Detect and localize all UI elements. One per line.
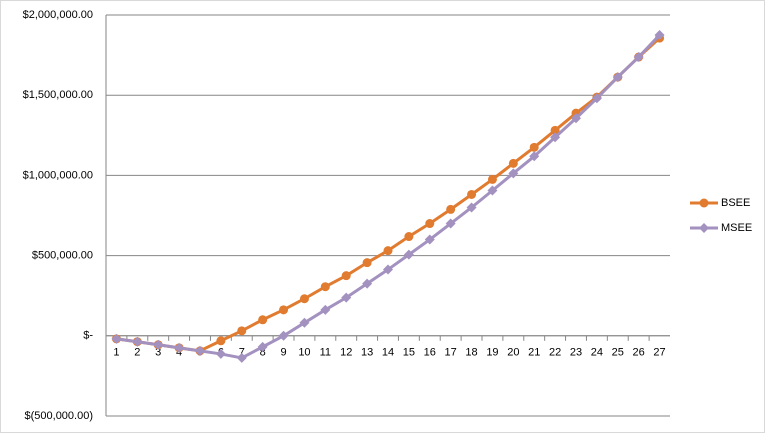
data-point [591, 93, 602, 104]
x-tick-label: 3 [155, 347, 161, 359]
x-tick-label: 14 [382, 347, 394, 359]
data-point [195, 345, 205, 356]
data-point [508, 168, 519, 179]
x-tick-label: 26 [633, 347, 645, 359]
data-point [362, 258, 372, 268]
data-point [466, 202, 477, 213]
data-point [508, 158, 518, 168]
data-point [404, 232, 414, 242]
x-tick-label: 9 [280, 347, 286, 359]
data-point [529, 142, 539, 152]
data-point [383, 246, 393, 256]
x-tick-label: 11 [320, 347, 331, 359]
x-tick-label: 21 [528, 347, 540, 359]
legend-marker [699, 223, 709, 233]
data-point [320, 304, 331, 315]
data-point [320, 282, 330, 292]
data-point [550, 132, 561, 143]
data-point [111, 333, 122, 344]
x-tick-label: 8 [260, 347, 266, 359]
x-tick-label: 20 [507, 347, 519, 359]
x-tick-label: 7 [239, 347, 245, 359]
y-tick-label: $1,000,000.00 [23, 169, 93, 181]
data-point [654, 30, 665, 41]
x-tick-label: 18 [465, 347, 477, 359]
data-point [487, 174, 497, 184]
data-point [132, 336, 143, 347]
data-point [174, 342, 185, 353]
x-tick-label: 27 [653, 347, 665, 359]
x-tick-label: 2 [134, 347, 140, 359]
data-point [341, 271, 351, 281]
data-point [424, 234, 435, 245]
x-tick-label: 19 [486, 347, 498, 359]
legend-label: BSEE [721, 197, 750, 209]
data-point [215, 348, 226, 359]
data-point [216, 336, 226, 346]
x-tick-label: 13 [361, 347, 373, 359]
data-point [633, 52, 644, 63]
x-tick-label: 25 [612, 347, 624, 359]
data-point [341, 292, 352, 303]
data-point [529, 151, 540, 162]
data-point [279, 305, 289, 315]
data-point [299, 294, 309, 304]
data-point [612, 72, 623, 83]
x-tick-label: 12 [340, 347, 352, 359]
x-tick-label: 10 [298, 347, 310, 359]
data-point [237, 326, 247, 336]
y-tick-label: $(500,000.00) [25, 410, 94, 422]
legend-marker [699, 198, 709, 208]
data-point [236, 352, 247, 363]
x-tick-label: 16 [424, 347, 436, 359]
data-point [299, 317, 310, 328]
x-tick-label: 23 [570, 347, 582, 359]
data-point [383, 264, 393, 275]
data-point [425, 219, 435, 229]
y-tick-label: $500,000.00 [32, 250, 93, 262]
data-point [153, 339, 164, 350]
data-point [550, 125, 560, 135]
data-point [362, 278, 373, 289]
legend-label: MSEE [721, 222, 752, 234]
x-tick-label: 17 [445, 347, 457, 359]
data-point [446, 204, 456, 214]
y-tick-label: $2,000,000.00 [23, 9, 93, 21]
x-tick-label: 22 [549, 347, 561, 359]
data-point [571, 113, 581, 124]
x-tick-label: 15 [403, 347, 415, 359]
y-tick-label: $1,500,000.00 [23, 89, 93, 101]
x-tick-label: 1 [113, 347, 119, 359]
data-point [258, 315, 268, 325]
data-point [278, 330, 289, 341]
x-tick-label: 24 [591, 347, 603, 359]
data-point [257, 341, 268, 352]
data-point [445, 218, 456, 229]
data-point [467, 189, 477, 199]
data-point [487, 185, 498, 196]
y-tick-label: $- [83, 330, 93, 342]
data-point [403, 249, 414, 260]
